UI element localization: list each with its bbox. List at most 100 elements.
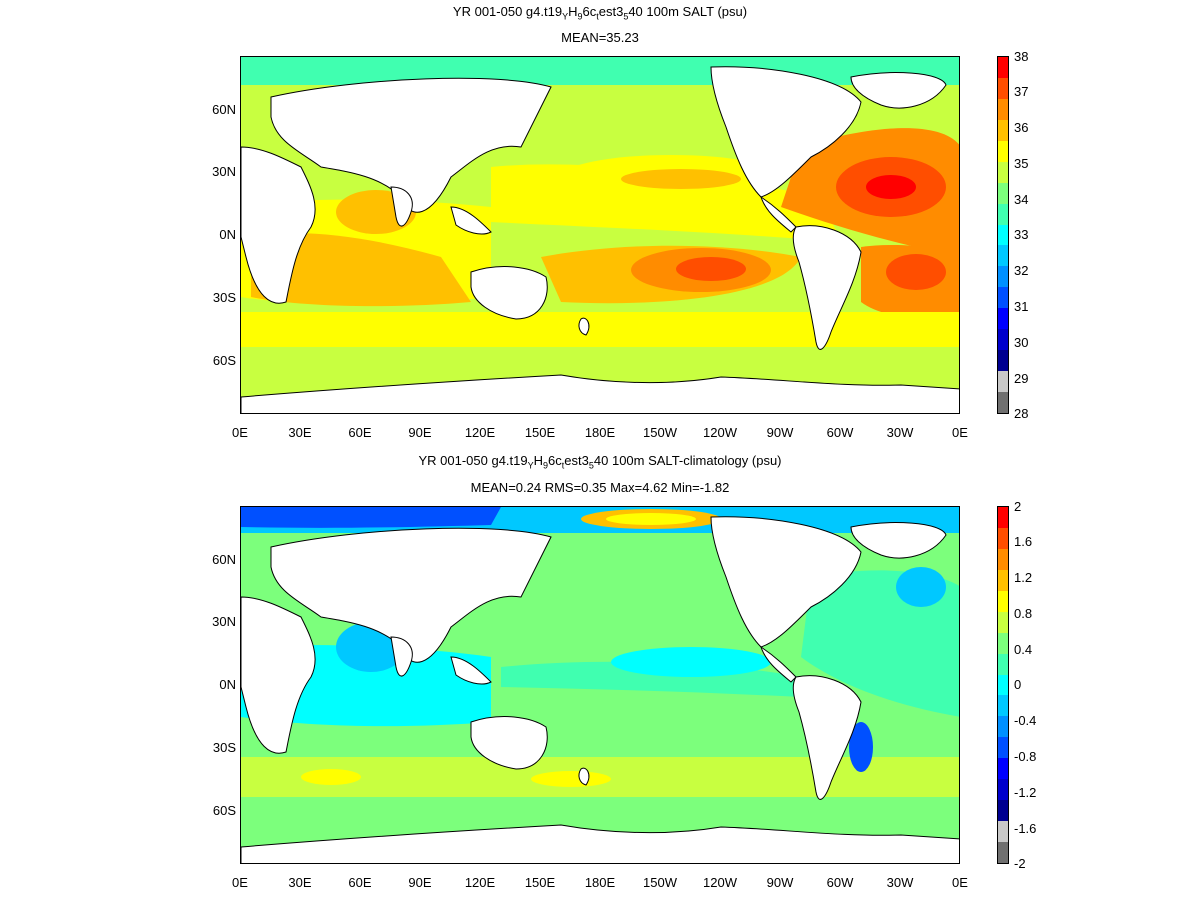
field-contour-fresh xyxy=(611,647,771,677)
p2-cbar-label: -1.6 xyxy=(1014,821,1037,836)
colorbar-segment xyxy=(998,77,1008,100)
p2-lon-label: 150W xyxy=(643,875,677,890)
field-contour-salty xyxy=(621,169,741,189)
p1-cbar-label: 33 xyxy=(1014,227,1029,242)
colorbar-segment xyxy=(998,392,1008,414)
field-contour-max xyxy=(849,722,873,772)
p2-cbar-label: 1.6 xyxy=(1014,534,1033,549)
field-contour-max xyxy=(241,507,501,528)
p1-cbar-label: 38 xyxy=(1014,49,1029,64)
p1-cbar-label: 35 xyxy=(1014,156,1029,171)
colorbar-segment xyxy=(998,779,1008,801)
field-contour-hot xyxy=(676,257,746,281)
p1-cbar-label: 29 xyxy=(1014,371,1029,386)
colorbar-segment xyxy=(998,527,1008,550)
p1-lon-label: 30E xyxy=(288,425,312,440)
colorbar-segment xyxy=(998,203,1008,226)
p2-cbar-label: -0.4 xyxy=(1014,713,1037,728)
p2-lon-label: 150E xyxy=(524,875,556,890)
panel2-title-line2: MEAN=0.24 RMS=0.35 Max=4.62 Min=-1.82 xyxy=(470,480,730,495)
colorbar-segment xyxy=(998,266,1008,288)
colorbar-segment xyxy=(998,737,1008,759)
colorbar-segment xyxy=(998,716,1008,738)
p2-cbar-label: 0 xyxy=(1014,677,1022,692)
p1-lat-label: 0N xyxy=(219,227,236,242)
p1-lon-label: 150E xyxy=(524,425,556,440)
field-contour-salty xyxy=(251,233,471,307)
p1-lon-label: 120E xyxy=(464,425,496,440)
p2-cbar-label: 0.8 xyxy=(1014,606,1033,621)
p2-lon-label: 60E xyxy=(348,875,372,890)
field-contour-arctic xyxy=(896,567,946,607)
colorbar-segment xyxy=(998,632,1008,655)
p2-lat-label: 30S xyxy=(212,740,236,755)
panel1-title-line1: YR 001-050 g4.t19YH96ctest3540 100m SALT… xyxy=(452,4,748,22)
p2-lon-label: 90W xyxy=(766,875,794,890)
field-contour-saltier xyxy=(531,771,611,787)
colorbar-segment xyxy=(998,842,1008,864)
p1-cbar-label: 36 xyxy=(1014,120,1029,135)
p1-lat-label: 30N xyxy=(212,164,236,179)
p1-cbar-label: 37 xyxy=(1014,84,1029,99)
colorbar-segment xyxy=(998,308,1008,330)
colorbar-segment xyxy=(998,611,1008,634)
colorbar-segment xyxy=(998,140,1008,163)
p2-lat-label: 60N xyxy=(212,552,236,567)
p1-lon-label: 180E xyxy=(584,425,616,440)
p1-lon-label: 0E xyxy=(232,425,248,440)
panel1-map xyxy=(240,56,960,414)
p2-lon-label: 60W xyxy=(826,875,854,890)
p1-continents xyxy=(241,66,959,413)
p2-lon-label: 120W xyxy=(703,875,737,890)
colorbar-segment xyxy=(998,224,1008,246)
colorbar-segment xyxy=(998,548,1008,571)
colorbar-segment xyxy=(998,350,1008,372)
field-contour-saltier xyxy=(606,513,696,525)
p2-cbar-label: 1.2 xyxy=(1014,570,1033,585)
p2-cbar-label: -2 xyxy=(1014,856,1026,871)
p1-colorbar xyxy=(997,56,1009,414)
p1-cbar-label: 28 xyxy=(1014,406,1029,421)
p1-lon-label: 30W xyxy=(886,425,914,440)
colorbar-segment xyxy=(998,590,1008,613)
p1-cbar-label: 34 xyxy=(1014,192,1029,207)
colorbar-segment xyxy=(998,57,1008,79)
p2-lat-label: 60S xyxy=(212,803,236,818)
p2-lon-label: 30E xyxy=(288,875,312,890)
p2-cbar-label: -0.8 xyxy=(1014,749,1037,764)
p2-lon-label: 0E xyxy=(232,875,248,890)
p2-lon-label: 0E xyxy=(952,875,968,890)
p1-lon-label: 0E xyxy=(952,425,968,440)
p2-lon-label: 180E xyxy=(584,875,616,890)
panel1-title-line2: MEAN=35.23 xyxy=(561,30,639,45)
p2-lon-label: 120E xyxy=(464,875,496,890)
colorbar-segment xyxy=(998,182,1008,205)
colorbar-segment xyxy=(998,161,1008,184)
p1-lon-label: 60W xyxy=(826,425,854,440)
field-contour-max xyxy=(866,175,916,199)
p2-cbar-label: -1.2 xyxy=(1014,785,1037,800)
p2-lon-label: 90E xyxy=(408,875,432,890)
colorbar-segment xyxy=(998,800,1008,822)
colorbar-segment xyxy=(998,695,1008,717)
colorbar-segment xyxy=(998,371,1008,393)
p1-lon-label: 90W xyxy=(766,425,794,440)
colorbar-segment xyxy=(998,245,1008,267)
p1-lat-label: 60N xyxy=(212,102,236,117)
colorbar-segment xyxy=(998,758,1008,780)
p1-lat-label: 30S xyxy=(212,290,236,305)
p1-cbar-label: 30 xyxy=(1014,335,1029,350)
p2-colorbar xyxy=(997,506,1009,864)
p2-lon-label: 30W xyxy=(886,875,914,890)
panel2-title-line1: YR 001-050 g4.t19YH96ctest3540 100m SALT… xyxy=(418,453,782,471)
panel2-map xyxy=(240,506,960,864)
field-contour-hot xyxy=(886,254,946,290)
field-contour-saltier xyxy=(301,769,361,785)
p1-lon-label: 60E xyxy=(348,425,372,440)
p2-cbar-label: 0.4 xyxy=(1014,642,1033,657)
p1-cbar-label: 32 xyxy=(1014,263,1029,278)
colorbar-segment xyxy=(998,98,1008,121)
p1-lat-label: 60S xyxy=(212,353,236,368)
p2-continents xyxy=(241,516,959,863)
colorbar-segment xyxy=(998,329,1008,351)
